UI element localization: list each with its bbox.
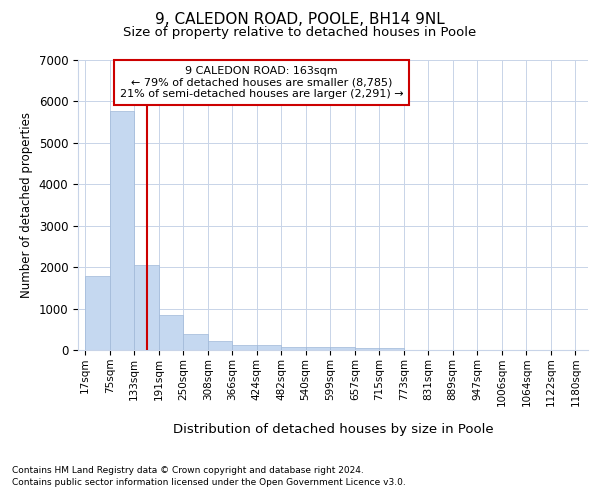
Bar — [184, 334, 208, 350]
Bar — [110, 110, 134, 350]
Text: Contains public sector information licensed under the Open Government Licence v3: Contains public sector information licen… — [12, 478, 406, 487]
Bar — [305, 347, 330, 350]
Bar — [232, 345, 257, 350]
Bar — [208, 341, 232, 350]
Bar — [134, 264, 158, 350]
Bar — [257, 346, 281, 350]
Text: Size of property relative to detached houses in Poole: Size of property relative to detached ho… — [124, 26, 476, 39]
Bar — [158, 315, 183, 350]
Y-axis label: Number of detached properties: Number of detached properties — [20, 112, 33, 298]
Text: 9 CALEDON ROAD: 163sqm
← 79% of detached houses are smaller (8,785)
21% of semi-: 9 CALEDON ROAD: 163sqm ← 79% of detached… — [120, 66, 403, 99]
Bar — [331, 348, 355, 350]
Bar — [379, 348, 404, 350]
Text: Contains HM Land Registry data © Crown copyright and database right 2024.: Contains HM Land Registry data © Crown c… — [12, 466, 364, 475]
Bar — [355, 348, 379, 350]
Bar — [281, 346, 305, 350]
Bar — [85, 276, 110, 350]
Text: 9, CALEDON ROAD, POOLE, BH14 9NL: 9, CALEDON ROAD, POOLE, BH14 9NL — [155, 12, 445, 28]
Text: Distribution of detached houses by size in Poole: Distribution of detached houses by size … — [173, 422, 493, 436]
